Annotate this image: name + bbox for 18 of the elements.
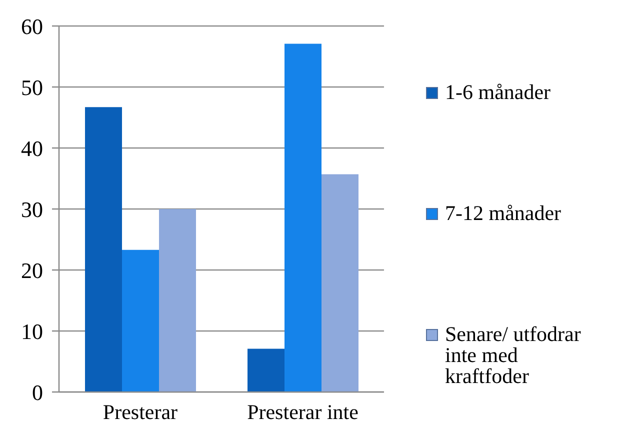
x-tick-label: Presterar [102,400,178,424]
legend-label: 1-6 månader [445,80,552,104]
y-tick-label: 0 [32,380,43,405]
y-tick-label: 40 [21,136,43,161]
y-tick-label: 50 [21,74,43,100]
legend-label: Senare/ utfodrar inte med kraftfoder [445,322,582,388]
bar [159,209,196,392]
bar [122,250,159,392]
y-tick-label: 60 [21,14,43,39]
bar [248,348,284,392]
bar [284,44,322,392]
bar [85,107,122,392]
y-tick-label: 20 [21,258,43,283]
y-tick-label: 30 [21,196,43,222]
legend-label: 7-12 månader [445,201,562,225]
x-tick-label: Presterar inte [247,400,358,424]
y-tick-label: 10 [21,318,43,344]
bar [322,174,358,392]
